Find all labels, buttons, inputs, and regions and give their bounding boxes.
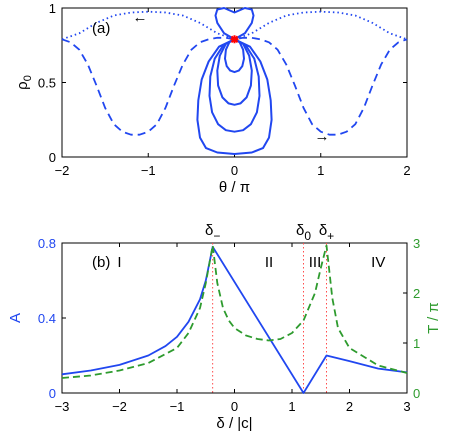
top-label-subscript: 0 <box>304 229 311 243</box>
panel-a-arrow-right: → <box>315 128 330 145</box>
panel-b-top-label: δ0 <box>296 222 311 243</box>
panel-a-curve-solid <box>196 38 273 155</box>
panel-b-top-label: δ− <box>205 222 220 243</box>
panel-b-xtick-label: 3 <box>403 399 410 414</box>
panel-b-xtick-label: 0 <box>231 399 238 414</box>
panel-a-curve-dashed <box>61 36 408 136</box>
panel-b-xtick-label: 2 <box>346 399 353 414</box>
panel-b-ytick-right-label: 1 <box>413 336 420 351</box>
panel-a-ylabel-base: ρ <box>14 81 31 90</box>
panel-b-ylabel-right: T / π <box>425 302 442 334</box>
panel-b-xtick-label: −3 <box>55 399 70 414</box>
panel-b-top-label: δ+ <box>319 222 334 243</box>
panel-b-ylabel-left: A <box>7 313 24 323</box>
panel-b-ytick-right-label: 2 <box>413 286 420 301</box>
panel-b-xtick-label: −1 <box>170 399 185 414</box>
panel-a-curve-solid <box>216 38 253 106</box>
panel-b-xtick-label: 1 <box>288 399 295 414</box>
panel-a-curve-solid <box>214 7 255 41</box>
panel-a-xtick-label: −1 <box>141 163 156 178</box>
panel-a-arrow-left: ← <box>133 9 148 26</box>
panel-a-ytick-label: 0 <box>49 150 56 165</box>
panel-a-xtick-label: −2 <box>55 163 70 178</box>
panel-b-ytick-left-label: 0 <box>49 386 56 401</box>
panel-b-series-T <box>61 244 408 379</box>
panel-a-ytick-label: 0.5 <box>38 76 56 91</box>
top-label-base: δ <box>319 222 327 239</box>
panel-b-ytick-left-label: 0.8 <box>38 236 56 251</box>
panel-b-label: (b) <box>92 254 110 271</box>
panel-b-xlabel: δ / |c| <box>216 415 252 432</box>
panel-a-curve-dotted <box>61 10 408 41</box>
top-label-subscript: + <box>327 229 334 243</box>
panel-a-fixed-point-marker <box>230 35 239 44</box>
panel-a-ylabel-subscript: 0 <box>22 75 34 81</box>
panel-b-ytick-left-label: 0.4 <box>38 311 56 326</box>
panel-a-xtick-label: 1 <box>317 163 324 178</box>
panel-a-ylabel: ρ0 <box>14 75 34 90</box>
top-label-base: δ <box>205 222 213 239</box>
panel-b-region-label: IV <box>371 254 385 271</box>
panel-a-frame <box>61 7 408 158</box>
panel-b-frame <box>61 242 408 394</box>
panel-b-region-label: II <box>265 254 273 271</box>
panel-a-xtick-label: 2 <box>403 163 410 178</box>
panel-b-region-label: III <box>309 254 322 271</box>
top-label-subscript: − <box>213 229 220 243</box>
panel-b-xtick-label: −2 <box>112 399 127 414</box>
panel-b-ytick-right-label: 0 <box>413 386 420 401</box>
panel-b-series-A <box>61 245 408 394</box>
panel-a-label: (a) <box>92 20 110 37</box>
panel-a-curve-solid <box>224 38 245 74</box>
panel-b-region-label: I <box>117 254 121 271</box>
panel-a-curve-solid <box>208 38 261 133</box>
panel-a-xlabel: θ / π <box>219 179 250 196</box>
panel-a-xtick-label: 0 <box>231 163 238 178</box>
panel-b-ytick-right-label: 3 <box>413 236 420 251</box>
top-label-base: δ <box>296 222 304 239</box>
panel-a-ytick-label: 1 <box>49 1 56 16</box>
